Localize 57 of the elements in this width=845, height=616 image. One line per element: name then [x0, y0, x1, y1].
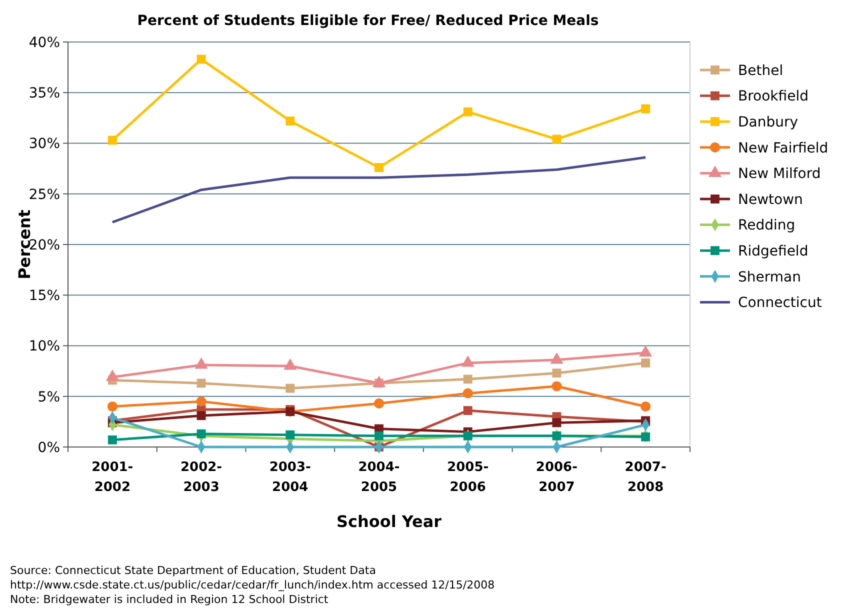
- point: [196, 378, 206, 388]
- point: [196, 54, 206, 64]
- point: [374, 398, 384, 408]
- point: [552, 134, 562, 144]
- point: [374, 163, 384, 172]
- point: [286, 384, 295, 393]
- point: [640, 401, 651, 412]
- point: [196, 429, 206, 438]
- point: [641, 432, 650, 442]
- point: [552, 368, 562, 378]
- y-tick-label: 10%: [28, 338, 60, 355]
- legend-label: Ridgefield: [738, 244, 808, 260]
- point: [463, 107, 472, 116]
- legend-label: Newtown: [738, 192, 803, 208]
- legend-label: Redding: [738, 218, 796, 234]
- legend-label: Sherman: [738, 269, 801, 286]
- point: [462, 388, 473, 398]
- y-tick-label: 5%: [38, 389, 60, 406]
- legend-label: Danbury: [738, 114, 798, 130]
- point: [463, 374, 472, 384]
- legend-label: New Fairfield: [738, 140, 828, 156]
- point: [196, 396, 206, 406]
- line-series: [111, 156, 647, 224]
- legend-label: Brookfield: [738, 88, 808, 105]
- y-tick-label: 0%: [38, 440, 60, 456]
- point: [108, 136, 117, 145]
- x-tick-label: 2007-2008: [624, 460, 666, 495]
- chart-title: Percent of Students Eligible for Free/ Reduced Price Meals: [137, 13, 599, 29]
- point: [463, 406, 472, 416]
- x-tick-label: 2006-2007: [536, 460, 578, 495]
- point: [552, 381, 562, 392]
- y-tick-label: 40%: [28, 34, 60, 51]
- point: [641, 104, 650, 114]
- legend-label: Bethel: [738, 62, 784, 79]
- x-tick-label: 2004-2005: [358, 460, 400, 495]
- legend-label: Connecticut: [738, 295, 822, 312]
- y-tick-label: 30%: [28, 136, 60, 152]
- y-tick-label: 15%: [28, 288, 60, 304]
- y-tick-label: 25%: [28, 186, 60, 203]
- point: [374, 431, 384, 440]
- point: [286, 116, 295, 126]
- x-tick-label: 2003-2004: [269, 460, 311, 495]
- text: http://www.csde.state.ct.us/public/cedar/cedar/fr_lunch/index.htm accessed 12/15/2008: [10, 578, 495, 592]
- point: [552, 418, 562, 428]
- point: [286, 430, 295, 440]
- point: [196, 411, 206, 420]
- x-tick-label: 2001-2002: [92, 460, 134, 495]
- text: Note: Bridgewater is included in Region 12 School District: [10, 593, 329, 606]
- x-tick-label: 2005-2006: [447, 460, 489, 495]
- point: [641, 358, 650, 368]
- source-note: Source: Connecticut State Department of Education, Student Data: [10, 564, 376, 577]
- point: [107, 401, 118, 412]
- x-tick-label: 2002-2003: [180, 460, 222, 495]
- legend-label: New Milford: [738, 166, 821, 182]
- point: [108, 435, 117, 444]
- y-tick-label: 35%: [28, 86, 60, 102]
- x-axis-title: School Year: [336, 512, 442, 531]
